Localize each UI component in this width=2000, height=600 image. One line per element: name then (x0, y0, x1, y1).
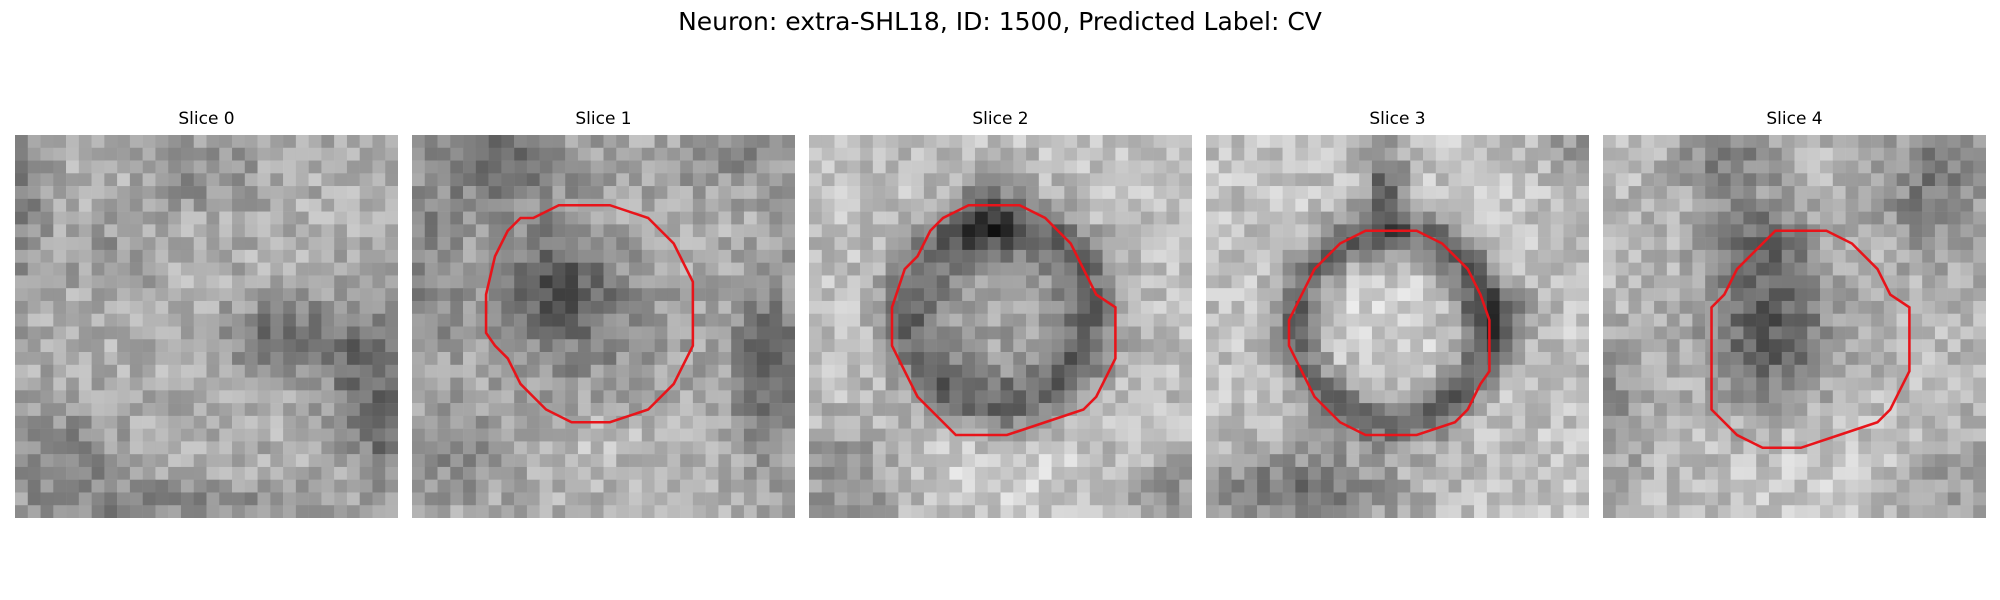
slice-title: Slice 1 (575, 109, 632, 129)
roi-contour (890, 203, 1117, 437)
grayscale-pixels (412, 135, 795, 518)
slice-image (15, 135, 398, 518)
roi-contour (484, 203, 695, 424)
slice-title: Slice 3 (1369, 109, 1426, 129)
grayscale-pixels (1603, 135, 1986, 518)
grayscale-pixels (1206, 135, 1589, 518)
roi-contour (1287, 229, 1491, 437)
slice-image (1603, 135, 1986, 518)
figure-title: Neuron: extra-SHL18, ID: 1500, Predicted… (678, 7, 1322, 36)
slice-title: Slice 0 (178, 109, 235, 129)
slice-image (809, 135, 1192, 518)
grayscale-pixels (809, 135, 1192, 518)
slice-title: Slice 4 (1766, 109, 1823, 129)
roi-contour (1710, 229, 1911, 450)
slice-title: Slice 2 (972, 109, 1029, 129)
slice-image (1206, 135, 1589, 518)
slice-image (412, 135, 795, 518)
grayscale-pixels (15, 135, 398, 518)
